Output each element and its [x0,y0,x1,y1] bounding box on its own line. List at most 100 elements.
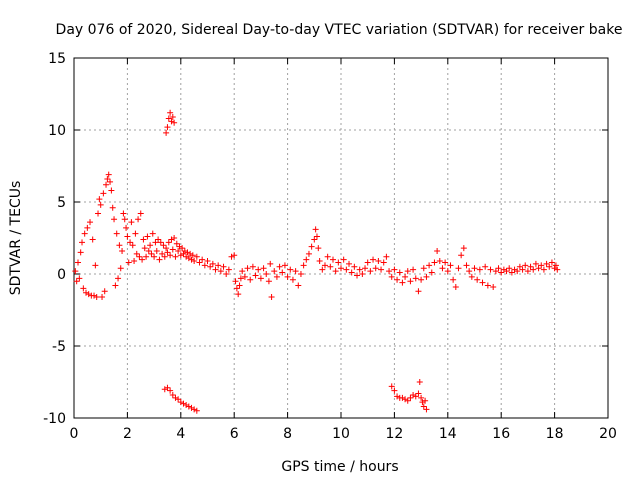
data-point [452,283,459,290]
data-point [292,268,299,275]
data-point [231,252,238,259]
data-point [144,233,151,240]
data-point [204,258,211,265]
data-point [209,260,216,267]
data-point [364,259,371,266]
data-point [164,249,171,256]
data-point [168,118,175,125]
data-point [447,262,454,269]
data-point [115,275,122,282]
data-point [422,397,429,404]
data-point [418,394,425,401]
data-point [284,273,291,280]
data-point [308,243,315,250]
chart-title: Day 076 of 2020, Sidereal Day-to-day VTE… [56,22,623,38]
x-tick-label: 0 [70,426,79,442]
data-point [83,289,90,296]
data-point [423,406,430,413]
x-tick-label: 6 [230,426,239,442]
y-axis-label: SDTVAR / TECUs [8,181,24,296]
data-point [315,245,322,252]
x-tick-label: 12 [385,426,403,442]
data-point [416,379,423,385]
data-point [152,239,159,246]
data-point [149,230,156,237]
data-point [484,282,491,289]
data-point [237,275,244,282]
data-point [546,263,553,270]
x-tick-label: 10 [332,426,350,442]
data-point [196,259,203,266]
data-point [184,249,191,256]
data-point [169,391,176,398]
data-point [508,269,515,276]
data-point [223,271,230,277]
data-point [351,263,358,270]
data-point [418,276,425,283]
data-point [420,265,427,272]
data-point [247,276,254,283]
data-point [180,250,187,257]
data-point [239,268,246,275]
data-point [313,233,320,240]
data-point [201,262,208,269]
data-point [305,250,312,257]
data-point [551,265,558,272]
data-point [394,393,401,400]
data-point [165,115,172,122]
data-point [530,266,537,273]
data-point [289,276,296,283]
x-tick-label: 4 [176,426,185,442]
data-point [329,256,336,263]
data-point [273,273,280,280]
y-tick-label: 0 [57,267,66,283]
data-point [511,266,518,273]
data-point [125,259,132,266]
data-point [109,204,116,211]
data-point [356,266,363,273]
data-point [75,259,82,266]
data-point [386,268,393,275]
data-point [444,268,451,275]
data-point [402,396,409,403]
data-point [548,259,555,266]
x-tick-labels: 0 2 4 6 8 10 12 14 16 18 20 [70,426,617,442]
data-point [538,262,545,269]
data-point [297,271,304,277]
data-point [450,276,457,283]
data-point [124,233,131,240]
data-point [89,236,96,243]
x-tick-label: 20 [599,426,617,442]
data-point [399,279,406,286]
data-point [524,268,531,275]
data-point [268,294,275,301]
data-point [180,400,187,407]
data-point [410,266,417,273]
data-point [410,391,417,398]
data-point [380,259,387,266]
data-point [232,278,239,285]
data-point [140,236,147,243]
y-tick-label: 10 [48,123,66,139]
y-tick-label: -10 [43,411,66,427]
data-point [346,260,353,267]
data-point [252,272,259,279]
data-point [383,253,390,260]
data-point [388,273,395,280]
data-point [287,266,294,273]
data-point [99,294,106,301]
data-point [107,178,114,185]
data-point [113,230,120,237]
data-point [378,266,385,273]
data-point [81,230,88,237]
data-point [244,265,251,272]
data-point [148,250,155,257]
data-point [233,285,240,292]
data-point [428,269,435,276]
data-point [76,275,83,282]
data-point [91,292,98,299]
data-point [498,269,505,276]
data-point [338,265,344,272]
data-point [271,268,278,275]
data-point [471,265,478,272]
